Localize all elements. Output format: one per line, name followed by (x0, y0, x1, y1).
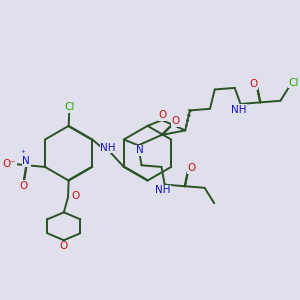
Text: N: N (22, 156, 30, 167)
Text: NH: NH (231, 105, 247, 115)
Text: NH: NH (155, 185, 171, 195)
Text: Cl: Cl (64, 102, 74, 112)
Text: Cl: Cl (288, 78, 298, 88)
Text: O: O (249, 79, 257, 89)
Text: NH: NH (100, 143, 116, 153)
Text: N: N (136, 145, 143, 155)
Text: ⁺: ⁺ (20, 148, 25, 158)
Text: O: O (20, 181, 28, 190)
Text: O: O (188, 163, 196, 173)
Text: O: O (158, 110, 167, 120)
Text: O: O (60, 241, 68, 251)
Text: O: O (171, 116, 179, 126)
Text: O⁻: O⁻ (2, 159, 16, 169)
Text: O: O (71, 191, 79, 201)
